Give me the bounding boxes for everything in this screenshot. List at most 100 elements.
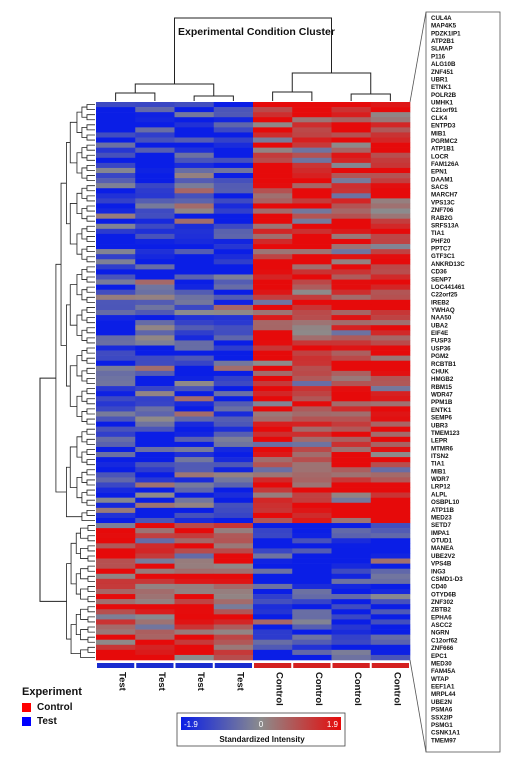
heatmap-cell — [96, 594, 136, 600]
heatmap-cell — [331, 279, 372, 285]
heatmap-cell — [96, 269, 136, 275]
dendrogram-link — [86, 428, 95, 435]
heatmap-cell — [135, 117, 175, 123]
heatmap-cell — [253, 208, 293, 214]
heatmap-cell — [370, 178, 411, 184]
heatmap-cell — [292, 609, 332, 615]
heatmap-cell — [135, 649, 175, 656]
gene-label: PGRMC2 — [431, 138, 458, 145]
heatmap-cell — [331, 558, 372, 564]
heatmap-cell — [96, 411, 136, 417]
heatmap-cell — [213, 183, 254, 189]
heatmap-cell — [174, 152, 215, 159]
heatmap-cell — [213, 162, 254, 169]
heatmap-cell — [135, 315, 175, 321]
dendrogram-link — [80, 568, 88, 580]
gene-label: SENP7 — [431, 276, 452, 283]
heatmap-cell — [174, 406, 215, 412]
heatmap-cell — [213, 654, 254, 661]
gene-label: VPS4B — [431, 561, 452, 568]
heatmap-cell — [96, 497, 136, 504]
heatmap-cell — [370, 594, 411, 600]
heatmap-cell — [370, 218, 411, 225]
heatmap-cell — [174, 548, 215, 554]
dendrogram-link — [87, 555, 95, 562]
colorbar-label: Standardized Intensity — [219, 735, 305, 744]
heatmap-cell — [253, 355, 293, 362]
gene-label: SACS — [431, 184, 448, 191]
heatmap-cell — [370, 381, 411, 387]
heatmap-cell — [174, 457, 215, 463]
dendrogram-link — [86, 469, 95, 476]
gene-label: C21orf91 — [431, 107, 458, 114]
heatmap-cell — [96, 416, 136, 422]
heatmap-cell — [135, 411, 175, 417]
heatmap-cell — [253, 472, 293, 478]
dendrogram-link — [69, 446, 77, 488]
heatmap-cell — [370, 512, 411, 519]
heatmap-cell — [253, 340, 293, 346]
dendrogram-link — [86, 489, 95, 496]
heatmap-cell — [174, 528, 215, 534]
heatmap-cell — [331, 543, 372, 549]
heatmap-cell — [370, 284, 411, 290]
colorbar-min-label: -1.9 — [184, 720, 198, 729]
heatmap-cell — [96, 365, 136, 372]
heatmap-cell — [292, 391, 332, 397]
heatmap-cell — [253, 583, 293, 590]
gene-label: NGRN — [431, 630, 450, 637]
dendrogram-link — [86, 175, 95, 182]
gene-label: HMGB2 — [431, 376, 454, 383]
heatmap-cell — [331, 208, 372, 214]
heatmap-cell — [213, 279, 254, 285]
heatmap-cell — [96, 294, 136, 301]
heatmap-cell — [292, 350, 332, 356]
heatmap-cell — [331, 421, 372, 427]
gene-label: TMEM97 — [431, 737, 457, 744]
dendrogram-link — [81, 187, 87, 199]
heatmap-cell — [135, 594, 175, 600]
heatmap-cell — [213, 198, 254, 204]
heatmap-cell — [96, 142, 136, 148]
heatmap-cell — [174, 315, 215, 321]
heatmap-cell — [96, 228, 136, 235]
heatmap-cell — [174, 482, 215, 488]
heatmap-cell — [370, 462, 411, 468]
heatmap-cell — [370, 553, 411, 559]
heatmap-cell — [292, 563, 332, 569]
heatmap-cell — [370, 599, 411, 605]
heatmap-cell — [370, 441, 411, 448]
heatmap-cell — [292, 558, 332, 564]
heatmap-cell — [213, 381, 254, 387]
heatmap-cell — [213, 512, 254, 519]
heatmap-cell — [174, 259, 215, 265]
gene-label: USP36 — [431, 345, 451, 352]
heatmap-cell — [331, 259, 372, 265]
heatmap-cell — [331, 416, 372, 422]
gene-label: UBE2V2 — [431, 553, 456, 560]
heatmap-cell — [292, 436, 332, 443]
column-label: Test — [117, 672, 128, 692]
heatmap-cell — [370, 279, 411, 285]
heatmap-cell — [174, 609, 215, 615]
heatmap-cell — [292, 654, 332, 661]
heatmap-cell — [174, 391, 215, 397]
heatmap-cell — [213, 457, 254, 463]
heatmap-cell — [96, 360, 136, 367]
heatmap-cell — [174, 102, 215, 108]
heatmap-cell — [174, 502, 215, 509]
heatmap-cell — [331, 654, 372, 661]
dendrogram-link — [86, 215, 95, 222]
heatmap-cell — [331, 193, 372, 199]
heatmap-cell — [331, 122, 372, 128]
dendrogram-link — [86, 104, 95, 111]
heatmap-cell — [292, 147, 332, 154]
heatmap-cell — [135, 284, 175, 290]
heatmap-cell — [96, 264, 136, 270]
heatmap-cell — [135, 654, 175, 661]
heatmap-cell — [96, 507, 136, 514]
heatmap-cell — [370, 259, 411, 265]
dendrogram-link — [81, 208, 87, 220]
heatmap-cell — [213, 588, 254, 595]
heatmap-cell — [253, 507, 293, 514]
